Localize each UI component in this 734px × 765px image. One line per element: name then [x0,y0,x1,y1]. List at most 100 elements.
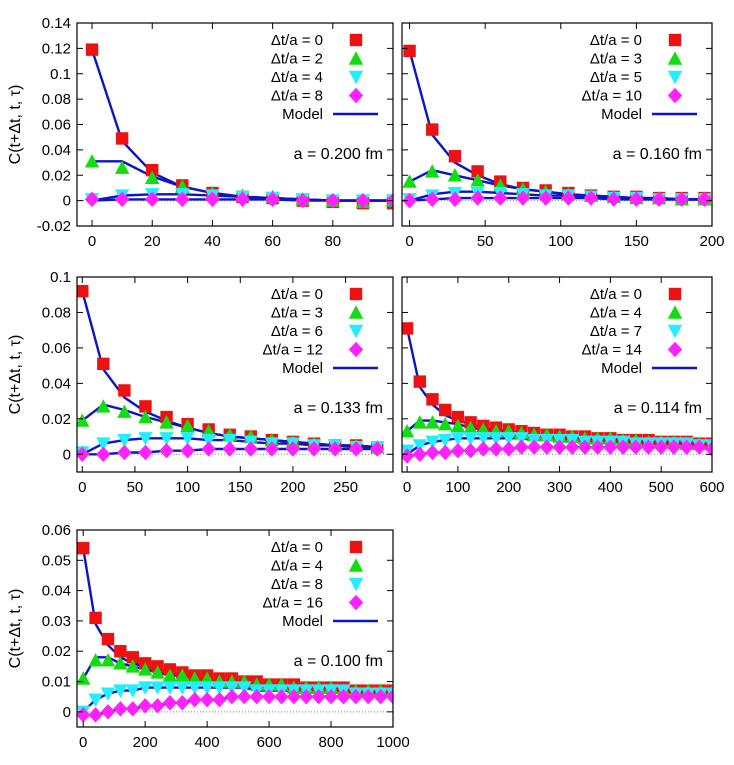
y-tick-label: 0.02 [42,411,71,428]
diamond-point [96,446,111,462]
diamond-point [565,439,580,455]
y-tick-label: 0.03 [42,613,71,630]
diamond-point [370,441,385,457]
legend-inverted-triangle-icon [348,577,364,592]
lattice-spacing-label: a = 0.200 fm [294,146,383,163]
diamond-point [470,190,485,206]
legend-label: Model [601,360,642,377]
y-tick-label: 0.05 [42,552,71,569]
legend-triangle-icon [667,51,683,65]
inverted-triangle-point [514,432,529,446]
inverted-triangle-point [201,433,216,448]
triangle-point [162,668,178,682]
y-tick-label: 0.02 [42,167,71,184]
legend-label: Δt/a = 0 [271,539,323,556]
square-point [77,541,90,555]
square-point [451,410,465,424]
square-point [115,132,129,145]
panel-1: 0 50 100 150 200 Δt/a = 0 Δt/a = 3Δt/a = 5 Δt/a… [401,22,725,250]
diamond-point [355,192,371,209]
diamond-point [437,444,453,461]
diamond-point [265,191,280,208]
y-tick-label: 0.14 [42,15,71,32]
y-tick-label: 0 [63,193,71,210]
diamond-point [175,695,190,711]
legend-label: Δt/a = 3 [271,305,323,322]
diamond-point [249,688,264,705]
legend-label: Δt/a = 4 [271,69,323,86]
triangle-point [425,415,440,429]
legend-diamond-icon [348,87,364,104]
diamond-point [488,441,504,457]
legend-label: Δt/a = 4 [271,558,323,575]
diamond-point [237,688,252,705]
diamond-point [175,191,190,208]
model-curve-0 [405,328,712,445]
diamond-point [205,191,220,208]
legend-label: Δt/a = 12 [263,342,323,359]
diamond-point [493,190,508,206]
diamond-point [295,192,310,209]
diamond-point [704,441,712,457]
diamond-point [412,446,427,462]
diamond-point [306,441,322,457]
diamond-point [539,439,555,455]
diamond-point [159,443,174,459]
diamond-point [561,190,576,206]
legend-label: Model [282,613,323,630]
plot-frame [76,276,394,473]
legend-label: Δt/a = 16 [263,595,323,612]
diamond-point [402,448,415,464]
legend-inverted-triangle-icon [348,324,364,339]
legend-triangle-icon [667,305,683,319]
diamond-point [285,441,301,457]
diamond-point [628,439,643,455]
inverted-triangle-point [412,439,427,453]
triangle-point [145,170,160,184]
inverted-triangle-point [125,684,140,698]
legend-label: Δt/a = 0 [590,32,642,49]
diamond-point [274,688,289,705]
legend-label: Δt/a = 8 [271,576,323,593]
diamond-point [373,688,388,705]
triangle-point [187,671,202,685]
diamond-point [692,439,707,455]
x-tick-label: 250 [333,479,358,496]
legend-label: Δt/a = 8 [271,88,323,105]
x-tick-label: 200 [699,233,724,250]
inverted-triangle-point [463,432,478,446]
y-tick-label: 0.08 [42,304,71,321]
y-tick-label: 0.01 [42,674,71,691]
inverted-triangle-point [476,432,491,446]
x-tick-label: 40 [204,233,221,250]
legend-triangle-icon [348,305,364,319]
triangle-point [175,668,190,682]
triangle-point [159,415,174,429]
square-point [413,375,426,388]
diamond-point [311,688,326,705]
diamond-point [425,444,440,461]
legend-label: Model [282,106,323,123]
triangle-point [437,416,453,431]
legend-label: Model [601,106,642,123]
diamond-point [77,707,91,723]
x-tick-label: 500 [649,479,674,496]
legend-label: Model [282,360,323,377]
x-tick-label: 600 [699,479,724,496]
legend-label: Δt/a = 0 [271,32,323,49]
plot-area [84,43,393,210]
diamond-point [552,439,567,455]
y-tick-label: 0.1 [50,66,71,83]
diamond-point [199,692,215,708]
square-point [471,165,484,178]
diamond-point [264,441,280,457]
square-point [89,611,102,625]
diamond-point [666,439,682,455]
triangle-point [402,174,417,188]
y-tick-label: 0.12 [42,40,71,57]
triangle-point [199,671,215,685]
triangle-point [425,164,440,178]
triangle-point [470,173,485,187]
diamond-point [117,444,132,461]
